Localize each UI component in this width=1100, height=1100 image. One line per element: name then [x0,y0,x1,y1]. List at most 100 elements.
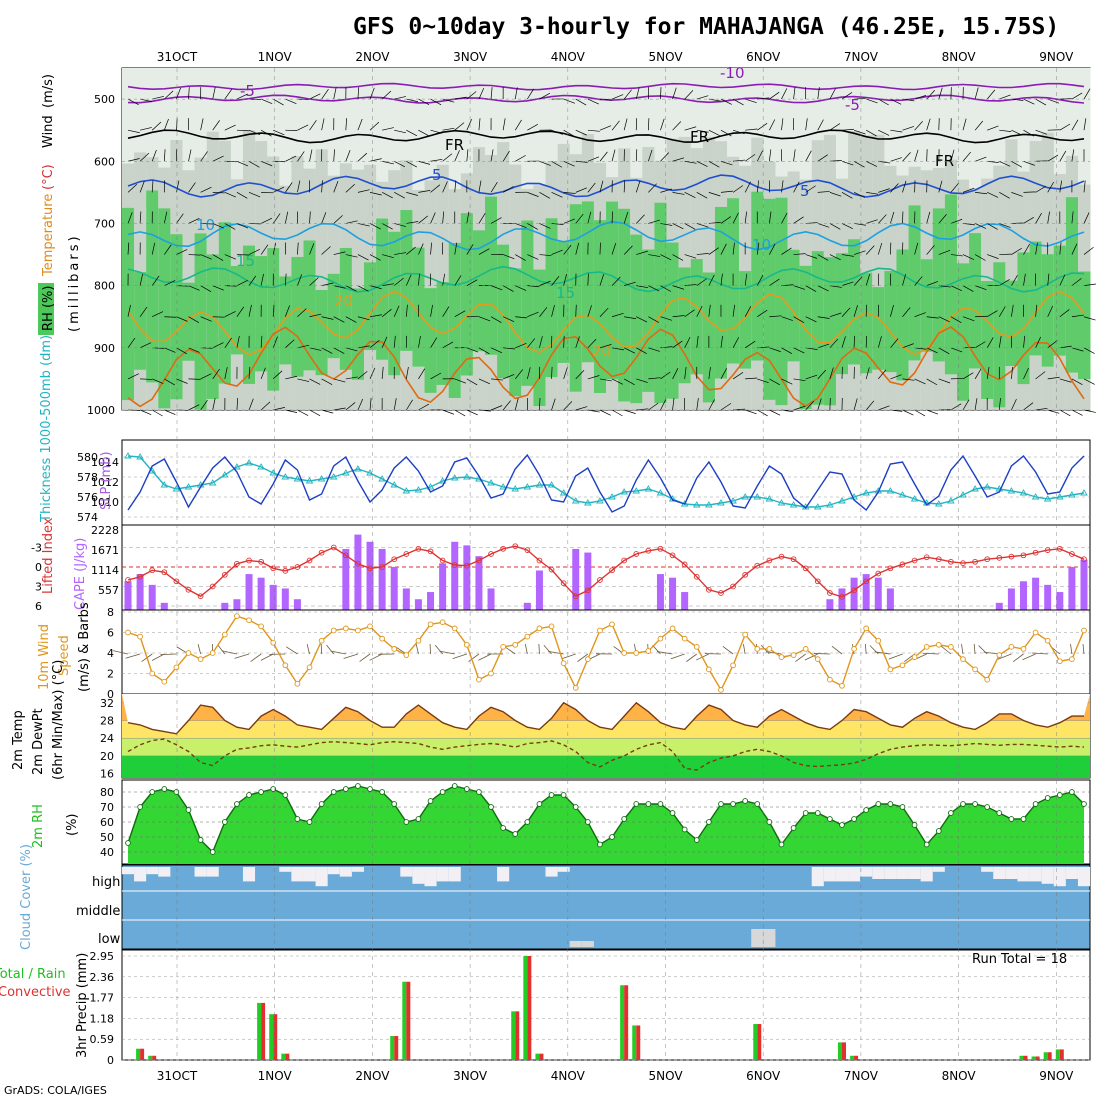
precip-tick: 2.36 [90,971,115,984]
wind-barb [817,316,830,319]
wind-barb [297,308,307,317]
lifted-index-point [984,556,991,563]
cape-bar [342,548,350,610]
wind-barb [914,409,926,417]
surface-barb [260,653,274,661]
wind-barb [127,183,138,193]
wind-barb [260,160,273,167]
wind-barb [599,98,612,101]
wind-barb [1059,378,1072,383]
wind-barb [333,316,345,323]
wind-barb [1083,378,1095,385]
surface-barb [395,646,407,655]
cloud-high-bar [158,867,171,877]
surface-barb [543,644,552,655]
wind-barb [623,118,628,131]
wind-barb [962,254,975,260]
rh-green-band [1053,245,1067,356]
cape-bar [1080,559,1088,610]
surface-barb [504,646,516,655]
wind-barb [152,96,164,100]
wind-barb [127,98,139,105]
precip-tick: 0.59 [90,1033,115,1046]
cloud-high-bar [823,867,836,882]
wind-barb [321,118,325,131]
wind-barb [1071,378,1083,386]
cloud-high-bar [872,867,885,879]
wind-tick: 6 [107,627,114,640]
wind-barb [321,246,331,255]
surface-barb [234,653,250,659]
wind-barb [672,87,677,100]
wind-barb [732,185,744,193]
wind-barb [188,149,192,162]
wind-barb [1083,88,1091,100]
wind-speed-point [1056,658,1063,665]
surface-barb [160,653,177,656]
wind-barb [369,339,380,349]
wind-barb [732,337,740,348]
wind-speed-point [330,627,337,634]
rh-point [827,816,833,822]
precip-total-bar [148,1055,153,1060]
cape-bar [354,534,362,610]
wind-barb [962,316,975,322]
wind-barb [212,120,220,131]
wind-barb [563,160,575,167]
wind-barb [841,336,846,348]
rh-green-band [642,249,655,392]
isotherm-label: FR [690,128,709,146]
temp-label-3: (6hr Min/Max) (°C) [51,660,66,780]
wind-barb [442,153,453,162]
rh-point [391,801,398,807]
wind-barb [696,398,699,411]
wind-barb [805,118,808,131]
temp-tick: 24 [100,732,114,745]
cloud-high-bar [279,867,292,872]
cloud-high-bar [424,867,437,887]
wind-barb [1035,336,1041,348]
wind-barb [684,160,697,164]
thickness-point [160,481,169,488]
wind-barb [382,254,394,259]
wind-speed-point [1032,629,1039,636]
thickness-point [692,501,701,508]
wind-barb [999,279,1010,286]
thickness-point [1007,487,1016,494]
wind-barb [720,273,723,286]
precip-conv-bar [841,1042,846,1060]
wind-barb [200,373,212,380]
wind-barb [684,366,687,379]
thickness-point [705,501,713,508]
cape-bar [257,577,265,610]
surface-barb [286,646,298,655]
wind-barb [127,129,140,134]
lifted-index-point [342,552,349,559]
rh-green-band [424,288,438,393]
thickness-point [233,463,241,470]
slp-tick: 1012 [91,476,119,489]
thickness-point [886,487,895,494]
wind-barb [248,304,252,317]
wind-barb [442,98,455,103]
cloud-low-bar [763,929,776,947]
wind-barb [587,156,600,162]
rh-green-band [993,262,1006,408]
wind-barb [769,91,780,100]
precip-conv-bar [1059,1049,1064,1060]
wind-barb [1071,409,1083,416]
wind-barb [333,181,339,193]
wind-barb [599,180,604,193]
rh-point [669,810,676,816]
thickness-point [487,479,495,486]
wind-panel-frame [121,609,1091,695]
cloud-high-bar [557,867,570,872]
wind-barb [817,285,829,292]
wind-speed-point [1081,627,1087,634]
isotherm-label: FR [935,152,954,170]
cape-tick: 1671 [91,544,119,557]
wind-speed-point [960,656,966,663]
wind-barb [648,183,657,193]
wind-barb [309,120,317,131]
wind-barb [902,126,914,131]
